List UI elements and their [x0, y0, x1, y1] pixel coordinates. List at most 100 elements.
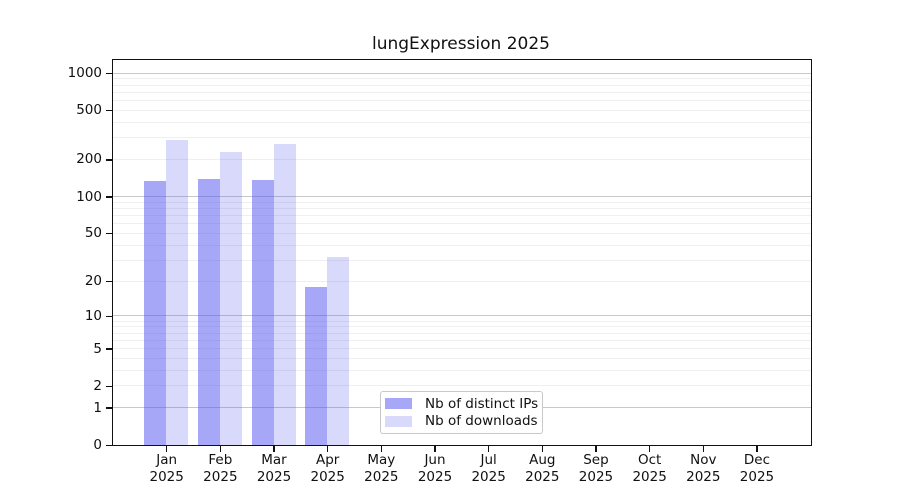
legend-item-distinct-ips: Nb of distinct IPs	[385, 396, 538, 412]
gridline-minor	[113, 137, 811, 139]
gridline-minor	[113, 100, 811, 102]
x-tick-label: Mar 2025	[242, 452, 306, 486]
x-tick	[166, 445, 168, 452]
x-tick	[595, 445, 597, 452]
x-tick	[702, 445, 704, 452]
x-tick-label-month: Sep	[583, 452, 609, 468]
x-tick-label-year: 2025	[203, 469, 238, 485]
gridline-minor	[113, 259, 811, 261]
x-tick-label: Aug 2025	[510, 452, 574, 486]
gridline-minor	[113, 109, 811, 111]
gridline-minor	[113, 78, 811, 80]
gridline-minor	[113, 201, 811, 203]
bar-downloads	[166, 140, 189, 445]
bar-distinct-ips	[144, 180, 167, 445]
x-tick-label-year: 2025	[471, 469, 506, 485]
gridline-minor	[113, 158, 811, 160]
x-tick	[273, 445, 275, 452]
y-tick	[105, 407, 113, 409]
bar-distinct-ips	[251, 180, 274, 445]
x-tick	[219, 445, 222, 452]
x-tick-label-month: Aug	[529, 452, 556, 468]
x-tick-label: Feb 2025	[188, 452, 252, 486]
x-tick-label: Apr 2025	[296, 452, 360, 486]
gridline-minor	[113, 339, 811, 341]
legend-label-distinct-ips: Nb of distinct IPs	[425, 395, 539, 412]
y-tick	[105, 280, 113, 283]
bar-downloads	[327, 256, 350, 445]
gridline-minor	[113, 326, 811, 328]
gridline-minor	[113, 232, 811, 234]
x-tick-label-year: 2025	[364, 469, 399, 485]
legend-swatch-distinct-ips	[385, 398, 412, 409]
y-tick	[105, 110, 113, 112]
legend-swatch-downloads	[385, 416, 412, 427]
legend-label-downloads: Nb of downloads	[425, 413, 538, 430]
x-tick-label: Oct 2025	[618, 452, 682, 486]
x-tick	[326, 445, 329, 452]
gridline-minor	[113, 357, 811, 359]
x-tick-label-year: 2025	[417, 469, 453, 485]
plot-area	[112, 59, 812, 446]
gridline-minor	[113, 320, 811, 322]
x-tick-label-month: Jun	[424, 452, 446, 468]
x-tick-label-month: Apr	[315, 452, 340, 468]
gridline-major	[113, 196, 811, 198]
y-tick	[105, 159, 113, 161]
x-tick	[756, 445, 758, 452]
bar-downloads	[273, 144, 296, 445]
x-tick-label-year: 2025	[578, 469, 614, 485]
gridline-minor	[113, 280, 811, 282]
gridline-minor	[113, 84, 811, 86]
gridline-minor	[113, 385, 811, 387]
y-tick-label: 20	[84, 273, 102, 290]
x-tick-label-month: Jul	[480, 452, 497, 468]
x-tick-label-month: Jan	[156, 452, 178, 468]
legend: Nb of distinct IPs Nb of downloads	[380, 391, 543, 434]
x-tick-label-month: May	[367, 452, 396, 468]
y-tick-label: 50	[84, 225, 102, 242]
y-tick	[105, 233, 113, 235]
x-tick-label-month: Feb	[208, 452, 233, 468]
x-tick-label-year: 2025	[310, 469, 345, 485]
gridline-major	[113, 72, 811, 74]
gridline-minor	[113, 121, 811, 123]
x-tick-label: Jan 2025	[135, 452, 199, 486]
x-tick-label-year: 2025	[525, 469, 560, 485]
y-tick	[105, 196, 113, 198]
gridline-minor	[113, 369, 811, 371]
y-tick	[105, 444, 113, 447]
y-tick	[105, 72, 113, 75]
x-tick-label-year: 2025	[632, 469, 667, 485]
x-tick	[487, 445, 490, 452]
x-tick-label-month: Mar	[261, 452, 287, 468]
y-tick-label: 10	[84, 307, 102, 324]
x-tick-label: Sep 2025	[564, 452, 628, 486]
x-tick-label-month: Dec	[743, 452, 771, 468]
bar-distinct-ips	[197, 178, 220, 445]
bar-downloads	[219, 152, 242, 445]
gridline-minor	[113, 348, 811, 350]
x-tick	[541, 445, 543, 452]
gridline-minor	[113, 215, 811, 217]
x-tick	[434, 445, 436, 452]
y-tick	[105, 348, 113, 350]
x-tick-label-year: 2025	[256, 469, 292, 485]
x-tick	[380, 445, 383, 452]
y-tick	[105, 315, 113, 317]
chart-title: lungExpression 2025	[371, 34, 550, 54]
y-tick-label: 100	[76, 188, 102, 205]
y-tick-label: 500	[76, 102, 102, 119]
y-tick-label: 2	[93, 377, 102, 394]
x-tick-label-year: 2025	[149, 469, 184, 485]
x-tick-label: Jul 2025	[457, 452, 521, 486]
x-tick-label-month: Oct	[637, 452, 662, 468]
x-tick-label: Nov 2025	[671, 452, 735, 486]
gridline-major	[113, 315, 811, 317]
y-tick	[105, 385, 113, 387]
x-tick-label-month: Nov	[690, 452, 717, 468]
y-tick-label: 200	[76, 151, 102, 168]
gridline-minor	[113, 91, 811, 93]
gridline-minor	[113, 207, 811, 209]
